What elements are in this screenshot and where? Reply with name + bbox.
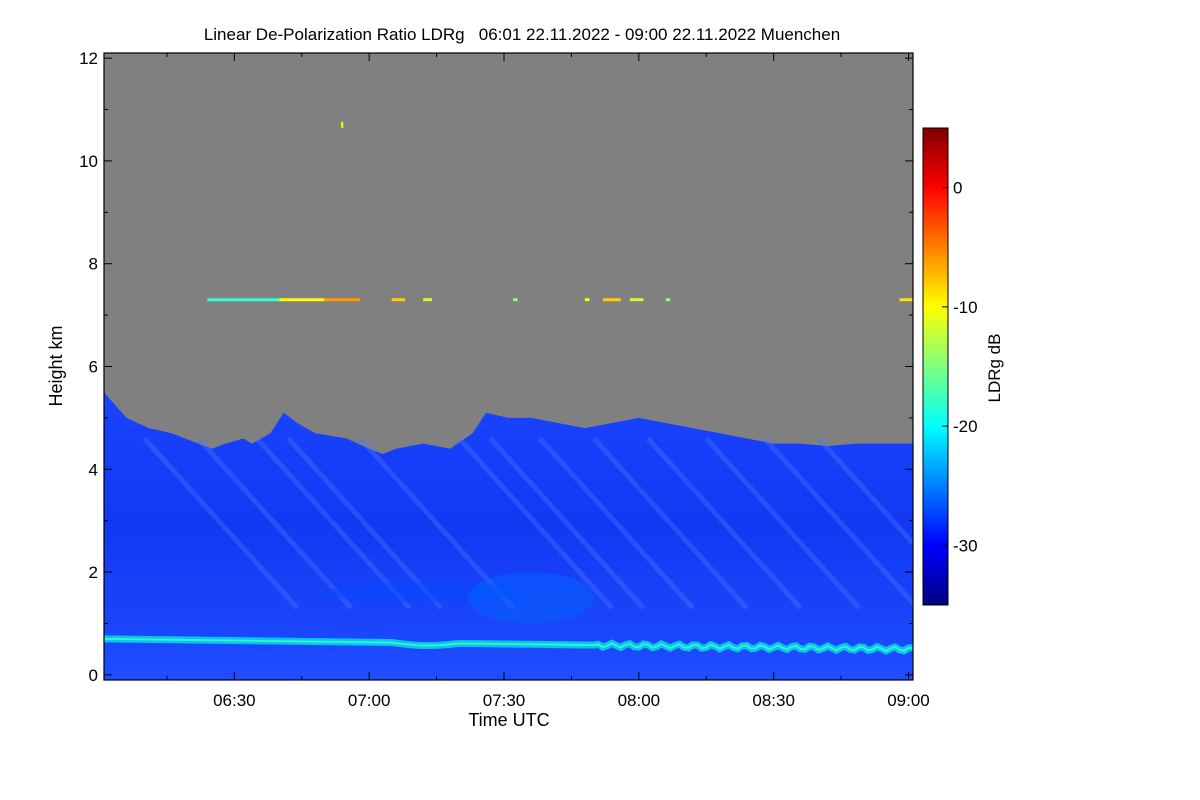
near-surface-liquid-core — [104, 637, 913, 653]
fall-streak — [196, 436, 354, 610]
boundary-layer-feature — [468, 572, 594, 624]
fall-streak — [358, 436, 515, 610]
fall-streak — [538, 436, 695, 610]
boundary-layer-feature — [324, 582, 527, 603]
isolated-returns — [341, 121, 344, 128]
colorbar-tick-label: -20 — [953, 417, 978, 436]
fall-streak — [457, 436, 614, 610]
y-tick-label: 6 — [89, 358, 98, 377]
colorbar — [922, 127, 949, 606]
x-tick-label: 07:30 — [483, 691, 526, 710]
y-tick-label: 2 — [89, 563, 98, 582]
y-axis: 0 2 4 6 8 10 12 — [79, 49, 913, 685]
fall-streak — [488, 436, 646, 610]
chart-title: Linear De-Polarization Ratio LDRg 06:01 … — [204, 25, 840, 44]
fall-streak — [142, 436, 300, 610]
fall-streak — [762, 436, 913, 607]
fall-streaks — [142, 436, 913, 610]
fall-streak — [254, 436, 412, 610]
fall-streak — [704, 436, 861, 610]
y-axis-label: Height km — [46, 325, 66, 406]
fall-streak — [816, 436, 913, 547]
colorbar-tick-label: 0 — [953, 179, 962, 198]
y-tick-label: 0 — [89, 666, 98, 685]
colorbar-tick-label: -30 — [953, 536, 978, 555]
fall-streak — [286, 436, 443, 610]
aerosol-column — [104, 392, 913, 680]
x-tick-label: 06:30 — [213, 691, 256, 710]
x-axis-label: Time UTC — [468, 710, 549, 730]
y-tick-label: 10 — [79, 152, 98, 171]
y-tick-label: 12 — [79, 49, 98, 68]
boundary-layer-features — [324, 572, 594, 624]
y-tick-label: 8 — [89, 255, 98, 274]
fall-streak — [592, 436, 749, 610]
plot-content — [104, 121, 913, 680]
isolated-return — [341, 121, 344, 128]
x-tick-label: 08:30 — [752, 691, 795, 710]
x-tick-label: 08:00 — [618, 691, 661, 710]
x-axis: 06:30 07:00 07:30 08:00 08:30 09:00 — [166, 53, 930, 710]
colorbar-ticks: 0 -10 -20 -30 — [942, 179, 978, 555]
colorbar-label: LDRg dB — [985, 334, 1004, 403]
x-tick-label: 09:00 — [887, 691, 930, 710]
y-tick-label: 4 — [89, 460, 98, 479]
fall-streak — [645, 436, 803, 610]
colorbar-tick-label: -10 — [953, 298, 978, 317]
x-tick-label: 07:00 — [348, 691, 391, 710]
